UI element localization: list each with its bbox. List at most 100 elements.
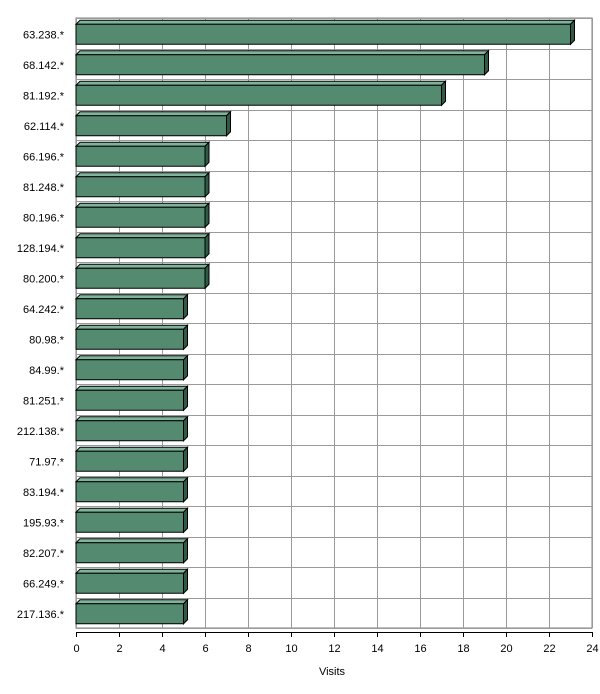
- bar-top-face: [74, 172, 211, 178]
- bar-front-face: [75, 237, 206, 259]
- category-label: 81.251.*: [23, 395, 65, 407]
- bar: [74, 537, 189, 564]
- bar-front-face: [75, 267, 206, 289]
- bar: [74, 568, 189, 595]
- category-label: 82.207.*: [23, 548, 65, 560]
- category-label: 66.249.*: [23, 578, 65, 590]
- bar-front-face: [75, 115, 227, 137]
- bar-side-face: [183, 415, 188, 442]
- x-tick-label: 18: [457, 643, 469, 655]
- bar: [74, 110, 232, 137]
- bar-top-face: [74, 111, 232, 117]
- bar-side-face: [183, 476, 188, 503]
- x-tick-label: 20: [500, 643, 512, 655]
- bar-top-face: [74, 263, 211, 269]
- bar-front-face: [75, 328, 184, 350]
- bar: [74, 476, 189, 503]
- bar-side-face: [183, 507, 188, 534]
- bar: [74, 232, 211, 259]
- category-label: 212.138.*: [17, 426, 65, 438]
- bar-side-face: [204, 171, 210, 198]
- x-tick-label: 10: [285, 643, 297, 655]
- bar-top-face: [74, 324, 189, 330]
- bar: [74, 446, 189, 473]
- category-label: 62.114.*: [24, 121, 65, 133]
- bar-front-face: [75, 542, 184, 564]
- bar: [74, 49, 490, 76]
- bar-top-face: [74, 599, 189, 605]
- x-tick-label: 8: [245, 643, 251, 655]
- category-label: 217.136.*: [17, 609, 65, 621]
- bar-top-face: [74, 294, 189, 300]
- category-label: 80.200.*: [23, 273, 65, 285]
- bar-front-face: [75, 359, 184, 381]
- bar-side-face: [183, 354, 188, 381]
- x-tick-label: 2: [116, 643, 122, 655]
- category-label: 71.97.*: [29, 456, 65, 468]
- bar-side-face: [183, 385, 188, 412]
- bar: [74, 141, 211, 168]
- bar: [74, 202, 211, 229]
- bar-top-face: [74, 19, 576, 25]
- bar-top-face: [74, 80, 447, 86]
- bar-front-face: [75, 23, 571, 45]
- bar-front-face: [75, 84, 442, 106]
- bar-front-face: [75, 603, 184, 625]
- category-label: 83.194.*: [23, 487, 65, 499]
- bar-top-face: [74, 538, 189, 544]
- bar-front-face: [75, 450, 184, 472]
- category-label: 64.242.*: [23, 304, 65, 316]
- bar: [74, 263, 211, 290]
- bars: [74, 19, 576, 625]
- x-tick-label: 16: [414, 643, 426, 655]
- category-label: 195.93.*: [23, 517, 65, 529]
- x-tick-label: 0: [73, 643, 79, 655]
- bar-front-face: [75, 145, 206, 167]
- bar-side-face: [204, 263, 210, 290]
- bar-side-face: [204, 141, 210, 168]
- bar: [74, 598, 189, 625]
- bar-front-face: [75, 511, 184, 533]
- bar-side-face: [441, 80, 446, 107]
- category-label: 68.142.*: [23, 60, 65, 72]
- x-axis: 0 2 4 6 8 10 12 14 16 18 20 22 24: [73, 632, 599, 655]
- category-label: 81.248.*: [23, 182, 65, 194]
- bar-front-face: [75, 481, 184, 503]
- bar: [74, 507, 189, 534]
- bar-top-face: [74, 416, 189, 422]
- bar-side-face: [183, 537, 188, 564]
- bar: [74, 415, 189, 442]
- bar: [74, 324, 189, 351]
- x-tick-label: 24: [586, 643, 598, 655]
- x-tick-label: 14: [371, 643, 383, 655]
- bar-side-face: [226, 110, 231, 137]
- x-tick-label: 22: [543, 643, 555, 655]
- bar-side-face: [183, 293, 188, 320]
- bar-front-face: [75, 572, 184, 594]
- bar-top-face: [74, 202, 211, 208]
- bar: [74, 171, 211, 198]
- bar-top-face: [74, 141, 211, 147]
- bar: [74, 354, 189, 381]
- bar-top-face: [74, 355, 189, 361]
- bar-top-face: [74, 233, 211, 239]
- bar-side-face: [570, 19, 575, 46]
- bar: [74, 293, 189, 320]
- bar-side-face: [183, 446, 188, 473]
- bar-top-face: [74, 568, 189, 574]
- bar-side-face: [183, 568, 188, 595]
- bar-side-face: [204, 202, 210, 229]
- category-labels: 63.238.* 68.142.* 81.192.* 62.114.* 66.196.*…: [17, 29, 65, 621]
- category-label: 63.238.*: [23, 29, 65, 41]
- bar-front-face: [75, 206, 206, 228]
- bar-front-face: [75, 420, 184, 442]
- bar: [74, 19, 576, 46]
- category-label: 84.99.*: [29, 365, 65, 377]
- x-axis-title: Visits: [319, 666, 346, 678]
- bar-front-face: [75, 54, 485, 76]
- category-label: 128.194.*: [17, 243, 65, 255]
- grid-lines: [75, 17, 593, 629]
- bar-top-face: [74, 446, 189, 452]
- bar-front-face: [75, 298, 184, 320]
